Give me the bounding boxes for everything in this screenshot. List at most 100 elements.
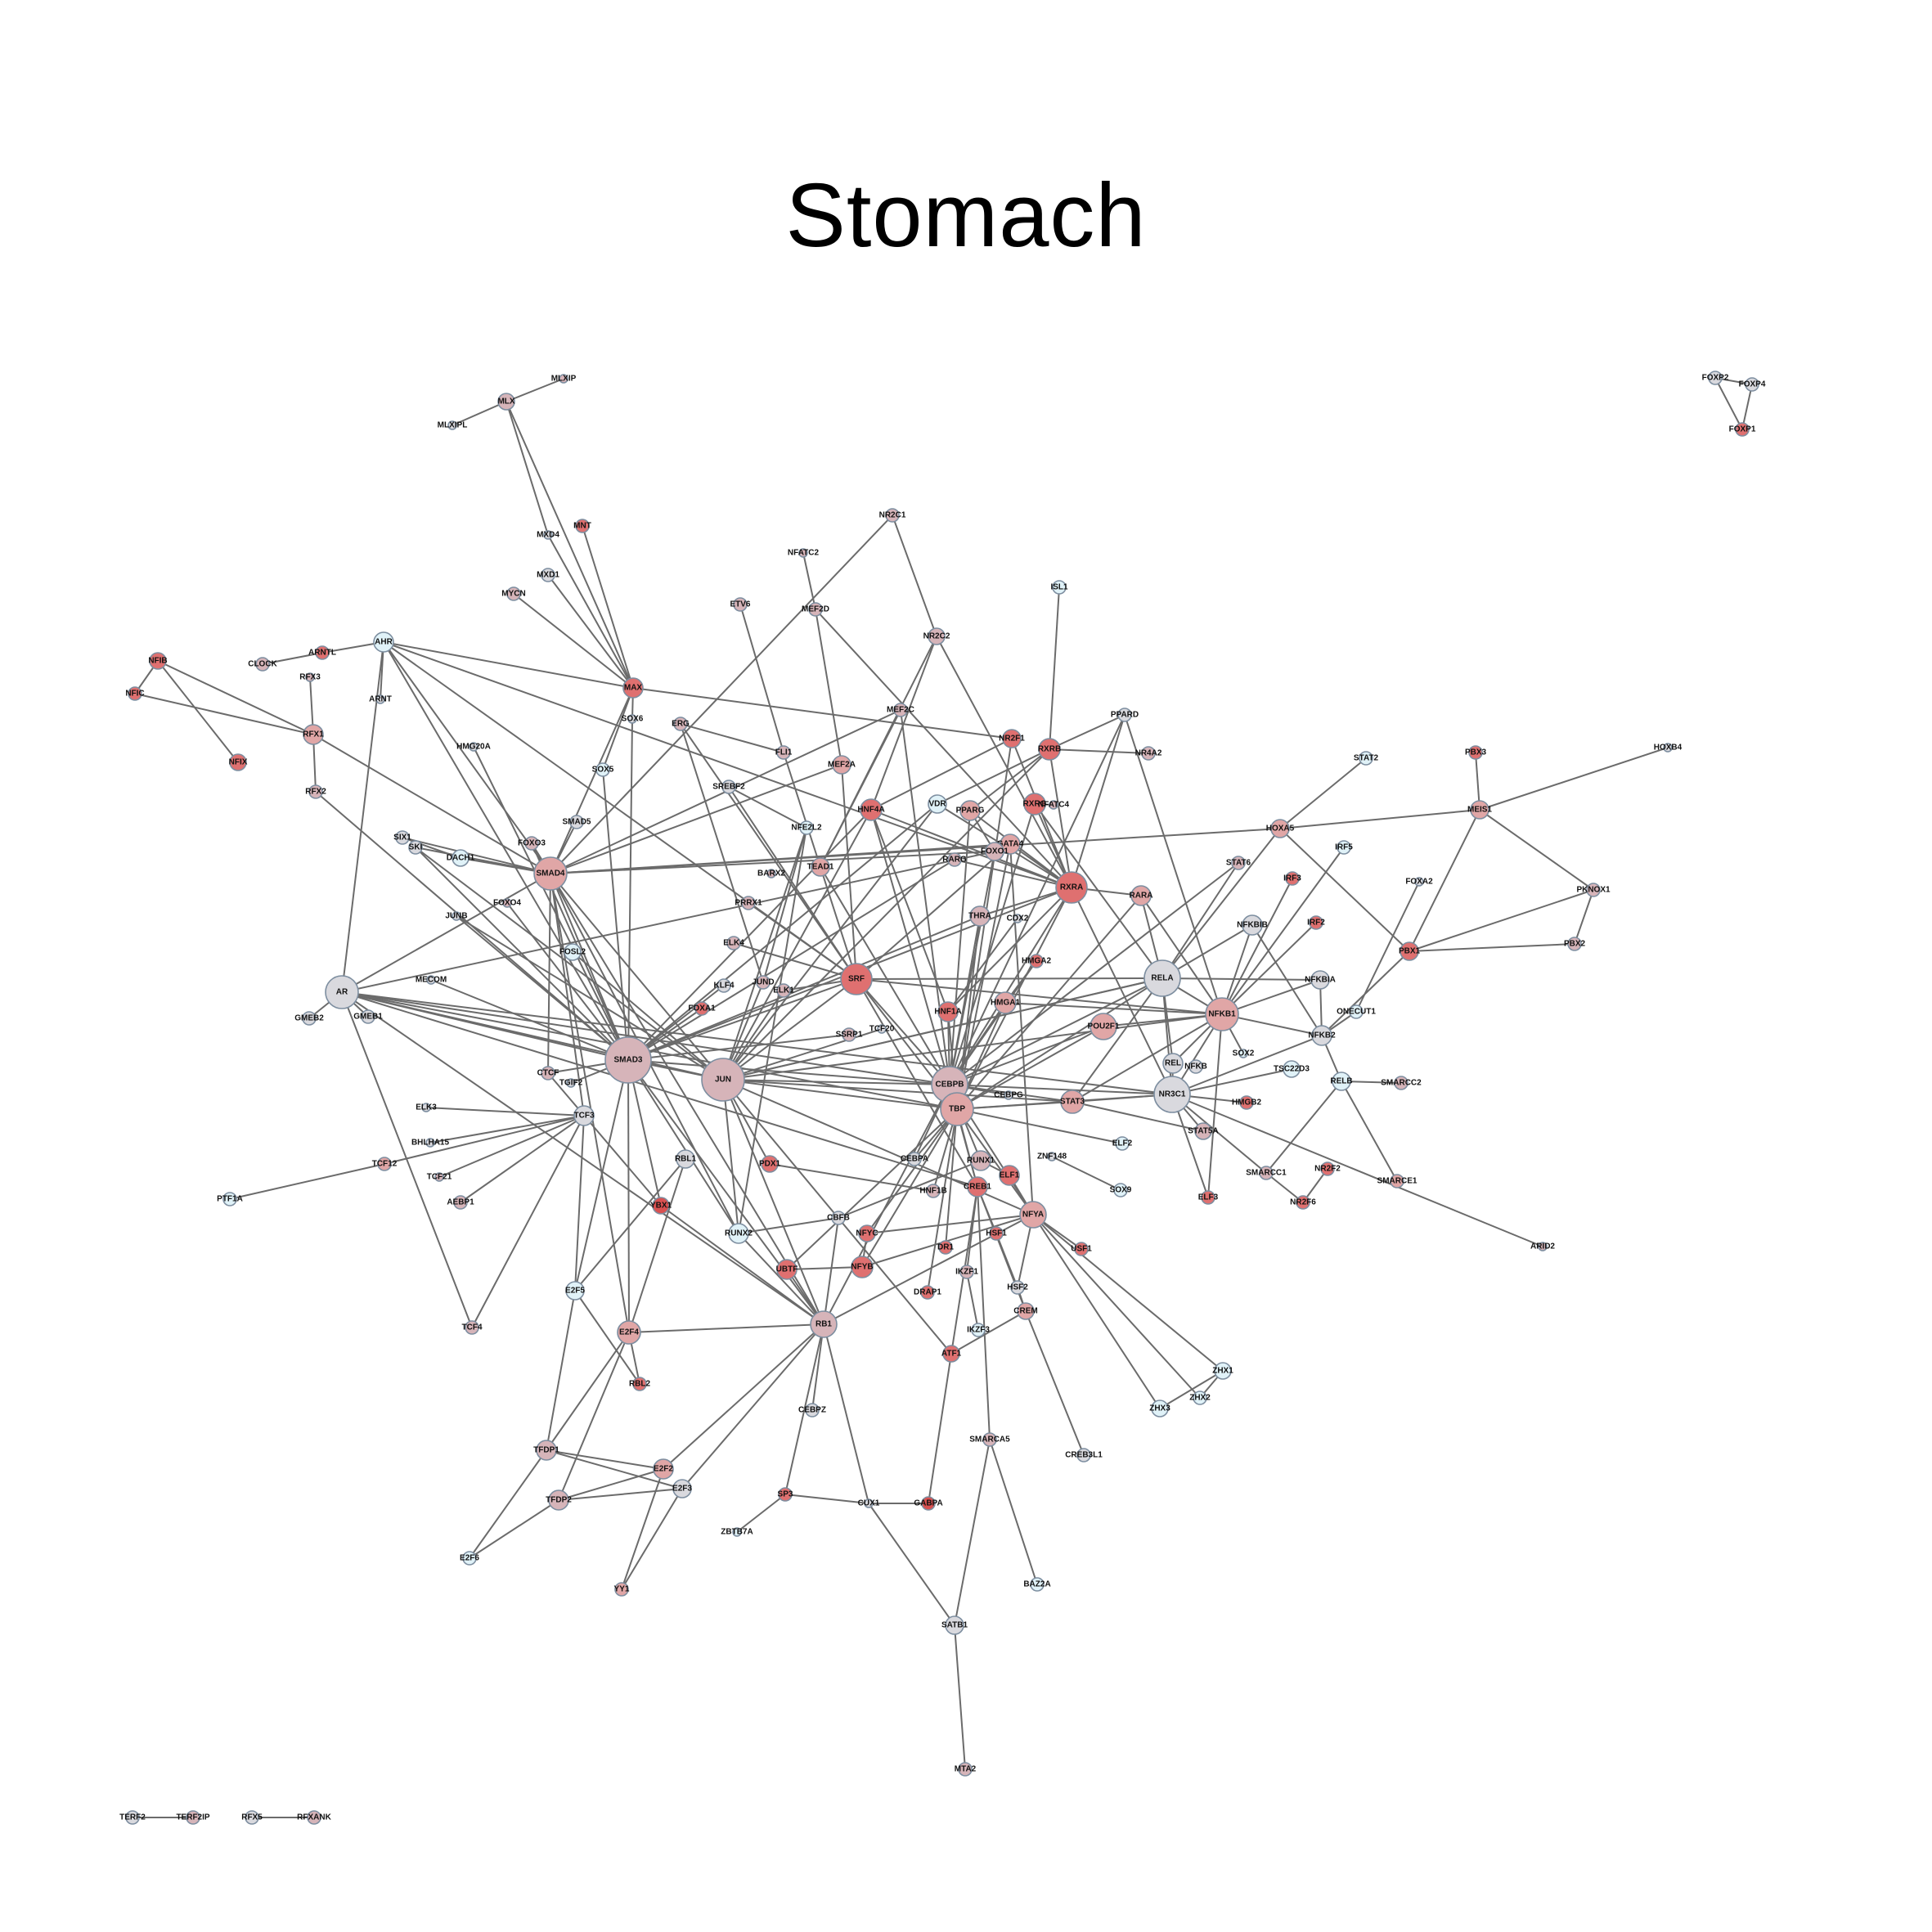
node-gmeb2[interactable]: GMEB2 [294,1011,324,1026]
node-foxo4[interactable]: FOXO4 [493,898,521,908]
node-nfatc2[interactable]: NFATC2 [788,548,820,558]
node-tfdp2[interactable]: TFDP2 [546,1489,572,1511]
node-cebpa[interactable]: CEBPA [901,1152,928,1166]
node-irf2[interactable]: IRF2 [1307,915,1325,930]
node-barx2[interactable]: BARX2 [757,869,785,878]
node-nfatc4[interactable]: NFATC4 [1038,800,1070,810]
node-rb1[interactable]: RB1 [810,1310,838,1338]
node-creb1[interactable]: CREB1 [964,1176,991,1197]
node-etv6[interactable]: ETV6 [730,597,751,612]
node-yy1[interactable]: YY1 [614,1582,630,1597]
node-sox6[interactable]: SOX6 [622,714,644,724]
node-srebf2[interactable]: SREBF2 [712,780,745,794]
node-nfkbib[interactable]: NFKBIB [1237,914,1268,936]
node-smarcc2[interactable]: SMARCC2 [1381,1076,1422,1090]
node-foxo1[interactable]: FOXO1 [981,842,1009,861]
node-fli1[interactable]: FLI1 [775,745,793,760]
node-drap1[interactable]: DRAP1 [914,1285,941,1300]
node-pdx1[interactable]: PDX1 [759,1155,781,1173]
node-sox2[interactable]: SOX2 [1233,1049,1255,1058]
node-nr2f1[interactable]: NR2F1 [999,729,1025,748]
node-hnf4a[interactable]: HNF4A [857,798,885,821]
node-zhx1[interactable]: ZHX1 [1212,1362,1233,1380]
node-klf4[interactable]: KLF4 [714,978,735,993]
node-cdx2[interactable]: CDX2 [1007,914,1029,923]
node-ppard[interactable]: PPARD [1111,708,1139,722]
node-vdr[interactable]: VDR [928,794,947,814]
node-stat2[interactable]: STAT2 [1354,751,1379,766]
node-meis1[interactable]: MEIS1 [1467,800,1492,820]
node-rfx3[interactable]: RFX3 [299,672,321,682]
node-ikzf1[interactable]: IKZF1 [955,1265,978,1279]
node-foxp1[interactable]: FOXP1 [1729,422,1756,437]
node-zbtb7a[interactable]: ZBTB7A [721,1527,753,1537]
node-tcf20[interactable]: TCF20 [869,1024,895,1034]
node-ikzf3[interactable]: IKZF3 [967,1323,990,1337]
node-mxd4[interactable]: MXD4 [537,530,559,540]
node-smarcc1[interactable]: SMARCC1 [1246,1166,1287,1180]
node-rel[interactable]: REL [1162,1053,1184,1074]
node-irf5[interactable]: IRF5 [1335,840,1353,855]
node-mxd1[interactable]: MXD1 [537,568,559,582]
node-znf148[interactable]: ZNF148 [1037,1152,1067,1161]
node-sp3[interactable]: SP3 [778,1487,793,1502]
node-dr1[interactable]: DR1 [937,1240,954,1255]
node-tbp[interactable]: TBP [940,1092,974,1126]
node-foxo3[interactable]: FOXO3 [518,836,546,851]
node-stat3[interactable]: STAT3 [1060,1090,1085,1114]
node-erg[interactable]: ERG [672,717,690,731]
node-nfib[interactable]: NFIB [148,652,168,670]
node-clock[interactable]: CLOCK [248,657,278,672]
node-rbl1[interactable]: RBL1 [675,1149,697,1169]
node-fosl2[interactable]: FOSL2 [559,943,586,961]
node-nfkb[interactable]: NFKB [1184,1059,1207,1074]
node-ahr[interactable]: AHR [373,631,394,653]
node-cux1[interactable]: CUX1 [858,1498,880,1508]
node-mef2a[interactable]: MEF2A [828,755,856,775]
node-nfe2l2[interactable]: NFE2L2 [791,820,822,835]
node-rxrb[interactable]: RXRB [1038,738,1061,761]
node-max[interactable]: MAX [622,677,644,699]
node-nfya[interactable]: NFYA [1019,1201,1047,1229]
node-elk1[interactable]: ELK1 [773,983,794,998]
node-foxp2[interactable]: FOXP2 [1702,371,1729,385]
node-nr2c1[interactable]: NR2C1 [879,508,906,523]
node-terf2[interactable]: TERF2 [119,1810,146,1825]
node-cebpg[interactable]: CEBPG [994,1090,1023,1100]
node-pbx1[interactable]: PBX1 [1399,941,1421,961]
node-zhx3[interactable]: ZHX3 [1149,1400,1170,1418]
node-rfx1[interactable]: RFX1 [303,724,324,745]
node-mecom[interactable]: MECOM [416,975,447,985]
node-crem[interactable]: CREM [1013,1302,1038,1320]
node-jun[interactable]: JUN [701,1058,745,1102]
node-six1[interactable]: SIX1 [393,830,411,845]
node-arntl[interactable]: ARNTL [308,645,336,660]
node-mef2d[interactable]: MEF2D [802,602,829,617]
node-srf[interactable]: SRF [840,963,873,995]
node-mlxip[interactable]: MLXIP [551,374,577,384]
node-ctcf[interactable]: CTCF [537,1066,559,1081]
node-elk4[interactable]: ELK4 [723,936,744,950]
node-bhlha15[interactable]: BHLHA15 [411,1138,450,1148]
node-nr2f2[interactable]: NR2F2 [1314,1161,1341,1176]
node-jund[interactable]: JUND [752,975,775,990]
node-rfxank[interactable]: RFXANK [297,1810,332,1825]
node-nr4a2[interactable]: NR4A2 [1135,746,1162,761]
node-nfyc[interactable]: NFYC [856,1224,878,1242]
node-smarca5[interactable]: SMARCA5 [969,1432,1010,1447]
node-nfix[interactable]: NFIX [229,753,248,771]
node-e2f4[interactable]: E2F4 [617,1320,641,1345]
node-mta2[interactable]: MTA2 [955,1762,977,1777]
node-hnf1b[interactable]: HNF1B [919,1184,947,1198]
node-rfx2[interactable]: RFX2 [305,784,326,799]
node-gmeb1[interactable]: GMEB1 [353,1009,383,1024]
node-usf1[interactable]: USF1 [1071,1242,1092,1256]
node-mef2c[interactable]: MEF2C [887,703,914,717]
node-ski[interactable]: SKI [408,840,423,855]
node-pparg[interactable]: PPARG [956,800,985,821]
node-nr2f6[interactable]: NR2F6 [1290,1195,1316,1210]
node-mlxipl[interactable]: MLXIPL [438,420,468,430]
node-nfyb[interactable]: NFYB [851,1256,874,1278]
node-sox9[interactable]: SOX9 [1110,1183,1132,1197]
node-tcf3[interactable]: TCF3 [573,1105,595,1126]
